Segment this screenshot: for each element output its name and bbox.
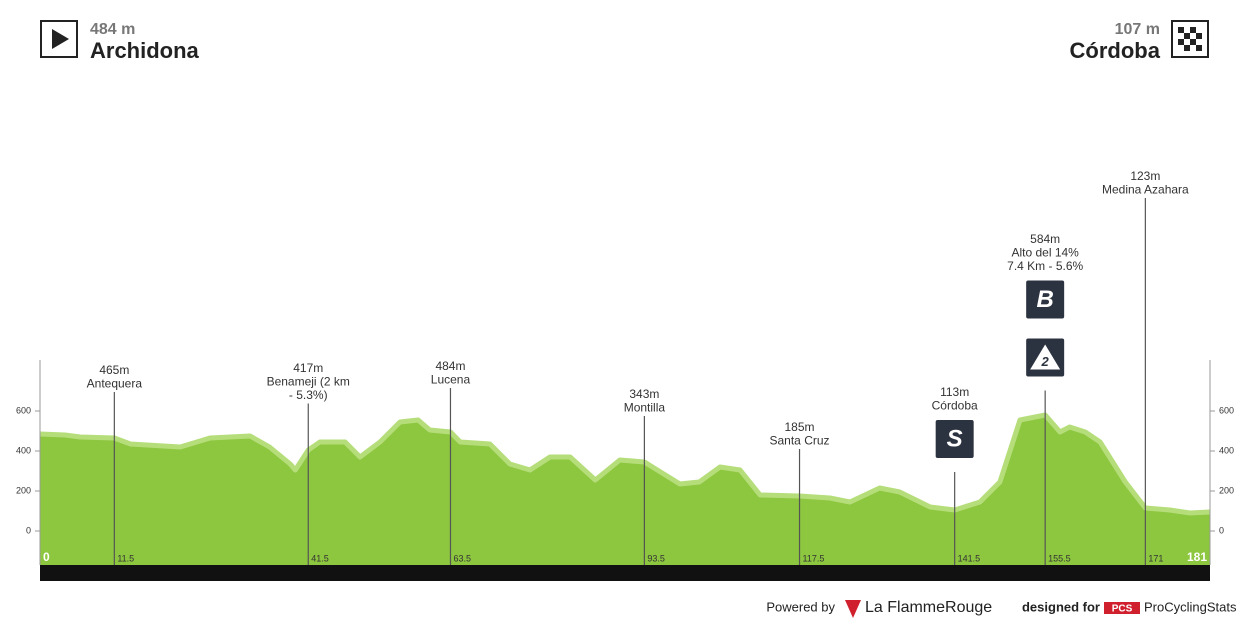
finish-flag <box>1178 27 1202 51</box>
y-tick-label: 400 <box>1219 445 1234 455</box>
finish-name: Córdoba <box>1070 38 1161 63</box>
waypoint-label: - 5.3%) <box>289 388 328 402</box>
badge-label: B <box>1036 286 1053 313</box>
start-icon <box>40 20 78 58</box>
waypoint-label: 7.4 Km - 5.6% <box>1007 259 1083 273</box>
waypoint-km: 171 <box>1148 553 1163 563</box>
flamme-logo <box>845 600 861 618</box>
waypoint-label: 185m <box>785 420 815 434</box>
waypoint-label: 417m <box>293 361 323 375</box>
badge-triangle <box>1030 344 1061 370</box>
waypoint-label: Benameji (2 km <box>267 375 350 389</box>
waypoint-km: 11.5 <box>117 553 134 563</box>
start-name: Archidona <box>90 38 200 63</box>
waypoint-label: 465m <box>99 363 129 377</box>
powered-by: Powered by <box>766 599 835 614</box>
elevation-area <box>40 413 1210 565</box>
flamme-brand: La FlammeRouge <box>865 599 992 616</box>
y-tick-label: 200 <box>16 485 31 495</box>
finish-header: 107 m Córdoba <box>1070 20 1209 63</box>
waypoint-km: 93.5 <box>647 553 665 563</box>
y-tick-label: 600 <box>16 405 31 415</box>
start-arrow <box>52 29 69 49</box>
waypoint-km: 41.5 <box>311 553 329 563</box>
waypoint-label: Antequera <box>87 377 143 391</box>
elevation-ridge <box>39 412 1211 516</box>
waypoint-label: Medina Azahara <box>1102 183 1189 197</box>
waypoint-label: Córdoba <box>932 399 978 413</box>
waypoint-label: Santa Cruz <box>770 434 830 448</box>
y-tick-label: 0 <box>1219 525 1224 535</box>
y-tick-label: 200 <box>1219 485 1234 495</box>
pcs-site: ProCyclingStats <box>1144 599 1237 614</box>
baseline-bar <box>40 565 1210 581</box>
x-tick-label: 0 <box>43 550 50 564</box>
badge <box>935 420 974 458</box>
waypoint-label: 113m <box>940 385 969 399</box>
waypoint-label: 343m <box>629 387 659 401</box>
waypoint-km: 155.5 <box>1048 553 1071 563</box>
start-elevation: 484 m <box>90 21 135 38</box>
x-tick-label: 181 <box>1187 550 1207 564</box>
badge-label: S <box>947 425 963 452</box>
designed-for: designed for <box>1022 599 1100 614</box>
waypoint-km: 63.5 <box>453 553 471 563</box>
waypoint-label: 584m <box>1030 232 1060 246</box>
waypoint-label: Lucena <box>431 373 471 387</box>
finish-elevation: 107 m <box>1115 21 1160 38</box>
pcs-logo <box>1104 602 1140 614</box>
y-tick-label: 600 <box>1219 405 1234 415</box>
waypoint-label: 484m <box>435 359 465 373</box>
waypoint-label: Montilla <box>624 401 666 415</box>
y-tick-label: 0 <box>26 525 31 535</box>
pcs-text: PCS <box>1112 604 1133 615</box>
waypoint-km: 117.5 <box>803 553 825 563</box>
waypoint-km: 141.5 <box>958 553 981 563</box>
y-tick-label: 400 <box>16 445 31 455</box>
waypoint-label: 123m <box>1130 169 1160 183</box>
waypoint-label: Alto del 14% <box>1011 246 1079 260</box>
badge <box>1026 280 1065 319</box>
footer: Powered by La FlammeRouge designed for P… <box>766 599 1237 618</box>
start-header: 484 m Archidona <box>40 20 200 63</box>
badge-label: 2 <box>1041 354 1050 369</box>
